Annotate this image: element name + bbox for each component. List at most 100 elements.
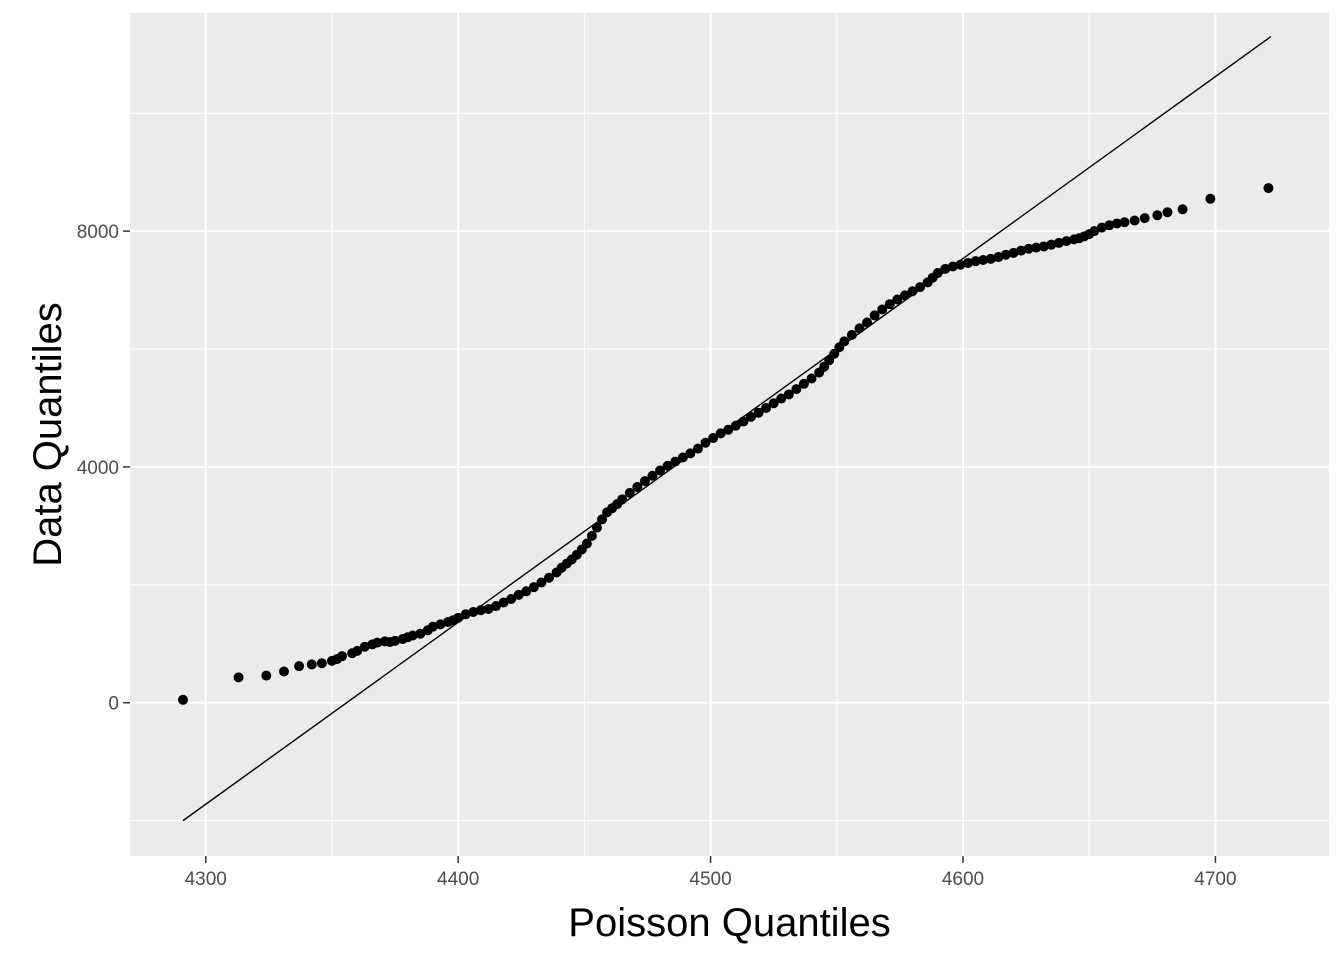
data-point (491, 601, 502, 612)
data-point (947, 261, 958, 272)
data-point (1053, 237, 1064, 248)
data-point (869, 310, 880, 321)
data-point (306, 659, 317, 670)
data-point (723, 424, 734, 435)
data-point (753, 407, 764, 418)
y-tick-label: 8000 (77, 222, 119, 243)
data-point (513, 589, 524, 600)
y-tick-label: 4000 (77, 458, 119, 479)
data-point (1008, 247, 1019, 258)
data-point (915, 282, 926, 293)
data-point (617, 494, 628, 505)
x-axis-ticks: 4300 4400 4500 4600 4700 (185, 856, 1237, 890)
data-point (708, 433, 719, 444)
data-point (233, 672, 244, 683)
x-tick-label: 4300 (185, 869, 227, 890)
data-point (1089, 226, 1100, 237)
data-point (970, 256, 981, 267)
data-point (993, 252, 1004, 263)
y-axis-ticks: 0 4000 8000 (77, 222, 130, 715)
data-point (390, 635, 401, 646)
data-point (453, 612, 464, 623)
data-point (1038, 241, 1049, 252)
data-point (1205, 193, 1216, 204)
data-point (1016, 245, 1027, 256)
data-point (528, 582, 539, 593)
data-point (715, 428, 726, 439)
data-point (985, 253, 996, 264)
data-point (415, 628, 426, 639)
data-points (178, 183, 1274, 705)
data-point (427, 621, 438, 632)
data-point (1096, 222, 1107, 233)
y-tick-label: 0 (108, 694, 119, 715)
data-point (839, 336, 850, 347)
data-point (907, 286, 918, 297)
data-point (624, 487, 635, 498)
data-point (372, 637, 383, 648)
data-point (768, 398, 779, 409)
data-point (352, 645, 363, 656)
data-point (581, 538, 592, 549)
data-point (337, 651, 348, 662)
data-point (670, 456, 681, 467)
data-point (1162, 207, 1173, 218)
data-point (783, 389, 794, 400)
data-point (1263, 183, 1274, 194)
data-point (498, 597, 509, 608)
data-point (632, 481, 643, 492)
data-point (1031, 242, 1042, 253)
data-point (884, 299, 895, 310)
data-point (597, 514, 608, 525)
data-point (940, 263, 951, 274)
data-point (791, 384, 802, 395)
data-point (506, 593, 517, 604)
data-point (647, 470, 658, 481)
data-point (677, 452, 688, 463)
data-point (685, 448, 696, 459)
data-point (294, 661, 305, 672)
data-point (761, 402, 772, 413)
data-point (899, 290, 910, 301)
minor-gridlines (130, 13, 1329, 856)
data-point (1046, 239, 1057, 250)
data-point (1177, 204, 1188, 215)
data-point (955, 259, 966, 270)
data-point (1139, 213, 1150, 224)
x-tick-label: 4500 (689, 869, 731, 890)
data-point (536, 577, 547, 588)
x-axis-title: Poisson Quantiles (568, 901, 890, 945)
data-point (1129, 215, 1140, 226)
x-tick-label: 4700 (1194, 869, 1236, 890)
data-point (435, 619, 446, 630)
data-point (1104, 220, 1115, 231)
data-point (862, 317, 873, 328)
data-point (730, 420, 741, 431)
x-tick-label: 4600 (942, 869, 984, 890)
data-point (892, 294, 903, 305)
data-point (460, 609, 471, 620)
data-point (700, 437, 711, 448)
data-point (655, 465, 666, 476)
data-point (1023, 243, 1034, 254)
data-point (475, 605, 486, 616)
data-point (662, 460, 673, 471)
data-point (278, 666, 289, 677)
data-point (261, 670, 272, 681)
y-axis-title: Data Quantiles (26, 302, 70, 567)
data-point (932, 267, 943, 278)
data-point (483, 603, 494, 614)
data-point (407, 630, 418, 641)
data-point (359, 641, 370, 652)
data-point (854, 323, 865, 334)
data-point (798, 378, 809, 389)
data-point (745, 411, 756, 422)
data-point (1000, 249, 1011, 260)
data-point (1111, 218, 1122, 229)
data-point (544, 572, 555, 583)
data-point (521, 586, 532, 597)
data-point (178, 694, 189, 705)
data-point (1061, 236, 1072, 247)
data-point (738, 416, 749, 427)
